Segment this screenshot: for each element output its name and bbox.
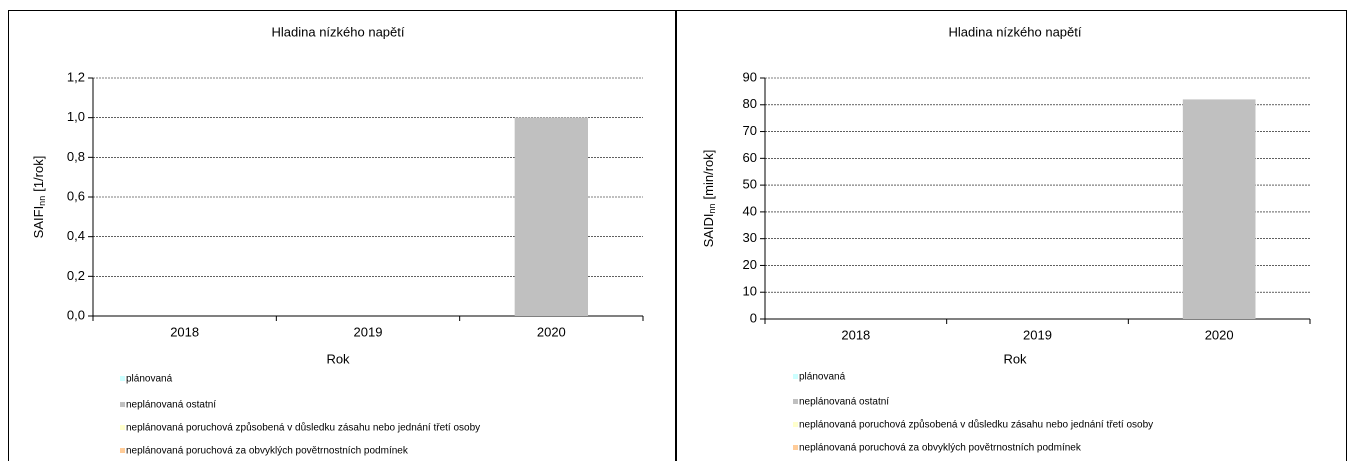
- y-tick-label: 1,0: [67, 109, 85, 124]
- y-tick-label: 0,8: [67, 149, 85, 164]
- y-tick-label: 0,6: [67, 188, 85, 203]
- chart-title: Hladina nízkého napětí: [949, 24, 1082, 39]
- legend-label: plánovaná: [126, 374, 173, 385]
- legend-label: neplánovaná ostatní: [126, 400, 216, 411]
- legend-swatch: [120, 425, 125, 430]
- x-tick-label: 2019: [354, 324, 383, 339]
- legend-label: neplánovaná ostatní: [799, 397, 889, 408]
- legend-label: neplánovaná poruchová způsobená v důsled…: [126, 422, 480, 434]
- y-label-main: SAIDI: [701, 213, 716, 247]
- y-label-sub: nn: [707, 203, 717, 213]
- y-label-unit: [1/rok]: [31, 156, 46, 192]
- y-label-main: SAIFI: [31, 206, 46, 239]
- legend-label: neplánovaná poruchová způsobená v důsled…: [799, 419, 1153, 431]
- legend-label: neplánovaná poruchová za obvyklých povět…: [799, 443, 1082, 454]
- y-tick-label: 0,0: [67, 307, 85, 322]
- y-tick-label: 50: [743, 177, 757, 192]
- legend-swatch: [793, 374, 798, 379]
- y-label-sub: nn: [37, 196, 47, 206]
- legend-label: plánovaná: [799, 372, 846, 383]
- legend-swatch: [120, 448, 125, 453]
- y-tick-label: 0,2: [67, 268, 85, 283]
- chart-title: Hladina nízkého napětí: [272, 24, 405, 39]
- x-tick-label: 2020: [537, 324, 566, 339]
- legend-label: neplánovaná poruchová za obvyklých povět…: [126, 446, 409, 457]
- y-tick-label: 10: [743, 284, 757, 299]
- x-tick-label: 2019: [1023, 327, 1052, 342]
- y-tick-label: 20: [743, 257, 757, 272]
- y-tick-label: 70: [743, 123, 757, 138]
- legend-swatch: [793, 445, 798, 450]
- bar: [514, 117, 588, 317]
- y-tick-label: 90: [743, 69, 757, 84]
- y-tick-label: 0: [750, 310, 757, 325]
- x-tick-label: 2018: [841, 327, 870, 342]
- x-tick-label: 2020: [1205, 327, 1234, 342]
- x-axis-label: Rok: [1003, 351, 1027, 366]
- y-tick-label: 80: [743, 96, 757, 111]
- y-tick-label: 30: [743, 230, 757, 245]
- legend-swatch: [793, 399, 798, 404]
- legend-swatch: [120, 402, 125, 407]
- x-tick-label: 2018: [170, 324, 199, 339]
- y-label-unit: [min/rok]: [701, 150, 716, 200]
- legend-swatch: [793, 422, 798, 427]
- y-tick-label: 0,4: [67, 228, 85, 243]
- legend-swatch: [120, 376, 125, 381]
- x-axis-label: Rok: [326, 351, 350, 366]
- y-tick-label: 40: [743, 203, 757, 218]
- y-tick-label: 60: [743, 150, 757, 165]
- y-axis-label: SAIFInn [1/rok]: [31, 156, 47, 239]
- y-tick-label: 1,2: [67, 69, 85, 84]
- y-axis-label: SAIDInn [min/rok]: [701, 150, 717, 248]
- bar: [1182, 99, 1256, 319]
